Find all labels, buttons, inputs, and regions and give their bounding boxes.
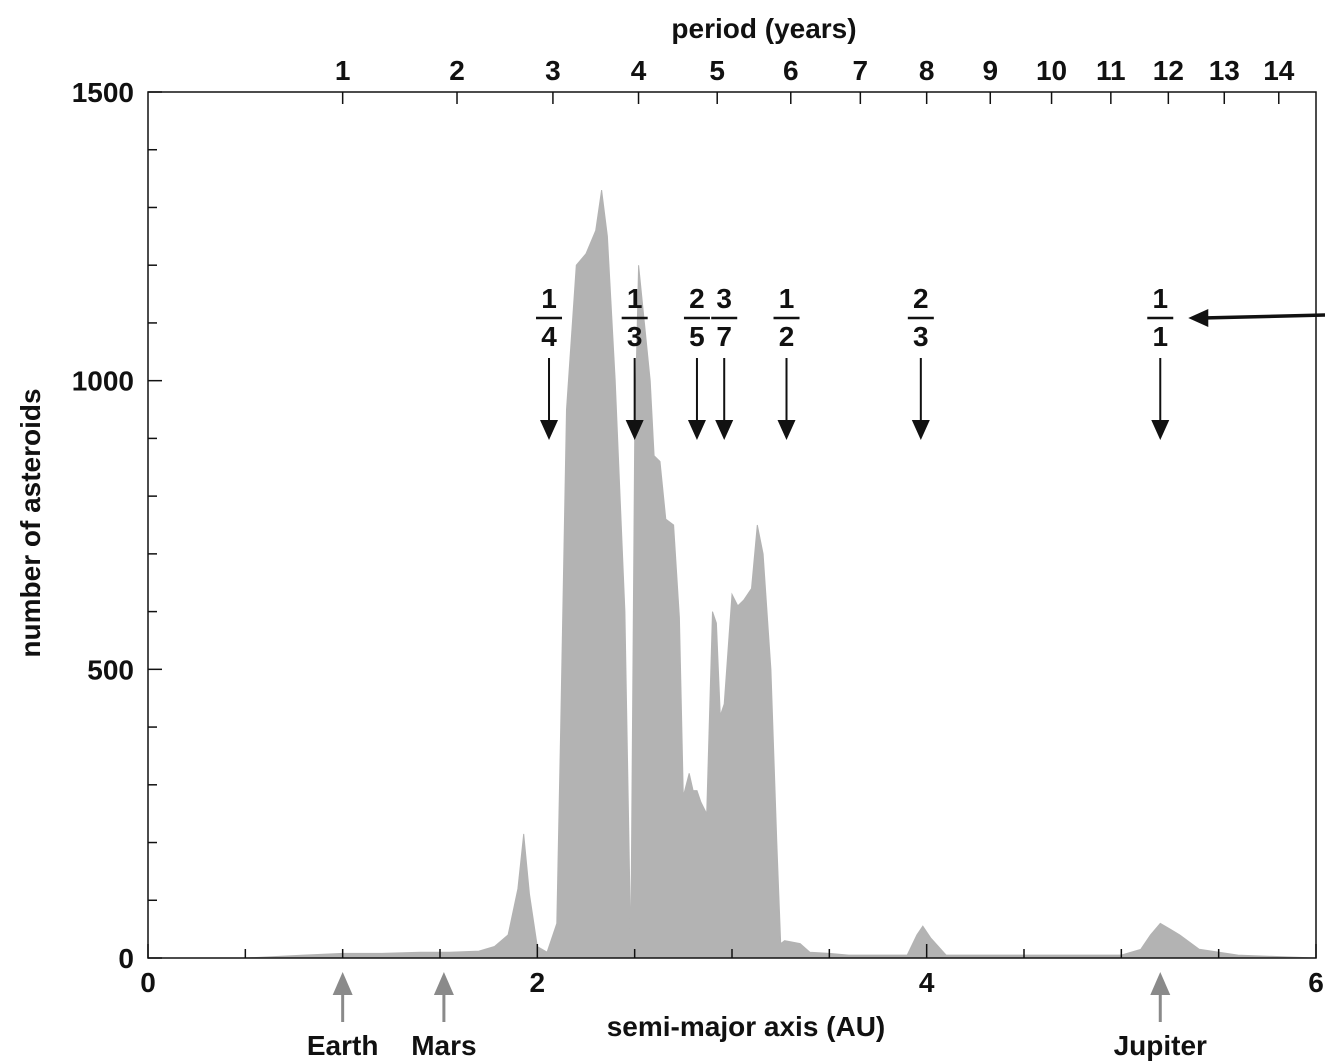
y-tick-label: 500	[87, 654, 134, 685]
jupiter-resonance-pointer-arrow	[1188, 309, 1325, 327]
pointer-arrow-shaft	[1202, 313, 1325, 320]
period-tick-label: 13	[1209, 55, 1240, 86]
resonance-denominator: 3	[627, 321, 643, 352]
y-axis-ticks: 0 500 1000 1500	[72, 77, 162, 974]
resonance-numerator: 1	[779, 283, 795, 314]
planet-arrow-head	[1150, 972, 1171, 995]
planet-jupiter: Jupiter	[1114, 972, 1207, 1061]
period-tick-label: 3	[545, 55, 561, 86]
resonance-1-2: 12	[773, 283, 800, 440]
planet-label: Mars	[411, 1030, 476, 1061]
resonance-arrow-head	[687, 420, 706, 440]
resonance-3-7: 37	[711, 283, 738, 440]
planet-mars: Mars	[411, 972, 477, 1061]
period-tick-label: 9	[982, 55, 998, 86]
pointer-arrow-head	[1188, 309, 1209, 327]
resonance-numerator: 1	[541, 283, 557, 314]
period-axis-ticks: 1 2 3 4 5 6 7 8 9 10 11 12 13 14	[335, 55, 1295, 104]
resonance-arrow-head	[911, 420, 930, 440]
period-tick-label: 4	[631, 55, 647, 86]
period-tick-label: 10	[1036, 55, 1067, 86]
resonance-denominator: 2	[779, 321, 795, 352]
x-tick-label: 2	[530, 967, 546, 998]
resonance-numerator: 2	[913, 283, 929, 314]
resonance-numerator: 3	[716, 283, 732, 314]
resonance-denominator: 3	[913, 321, 929, 352]
resonance-2-5: 25	[683, 283, 710, 440]
period-tick-label: 14	[1263, 55, 1295, 86]
planet-markers: Earth Mars Jupiter	[307, 972, 1207, 1061]
resonance-1-3: 13	[621, 283, 648, 440]
resonance-numerator: 1	[1152, 283, 1168, 314]
period-tick-label: 1	[335, 55, 351, 86]
period-tick-label: 11	[1096, 55, 1126, 86]
period-tick-label: 2	[449, 55, 465, 86]
resonance-denominator: 4	[541, 321, 557, 352]
period-tick-label: 12	[1153, 55, 1184, 86]
resonance-arrow-head	[1151, 420, 1170, 440]
resonance-1-1: 11	[1147, 283, 1174, 440]
resonance-1-4: 14	[536, 283, 563, 440]
resonance-numerator: 1	[627, 283, 643, 314]
period-tick-label: 5	[709, 55, 725, 86]
period-axis-label: period (years)	[671, 13, 856, 44]
y-tick-label: 1000	[72, 366, 134, 397]
y-axis-label: number of asteroids	[15, 388, 46, 657]
resonance-numerator: 2	[689, 283, 705, 314]
resonance-arrow-head	[715, 420, 734, 440]
resonance-denominator: 5	[689, 321, 705, 352]
x-tick-label: 4	[919, 967, 935, 998]
y-tick-label: 1500	[72, 77, 134, 108]
plot-area	[147, 91, 1317, 959]
x-axis-label: semi-major axis (AU)	[607, 1011, 886, 1042]
resonance-2-3: 23	[907, 283, 934, 440]
period-tick-label: 7	[853, 55, 869, 86]
resonance-denominator: 1	[1152, 321, 1168, 352]
y-tick-label: 0	[118, 943, 134, 974]
period-tick-label: 8	[919, 55, 935, 86]
planet-arrow-head	[332, 972, 353, 995]
x-tick-label: 6	[1308, 967, 1324, 998]
asteroid-distribution-area	[245, 190, 1317, 959]
resonance-arrow-head	[625, 420, 644, 440]
resonance-arrow-head	[540, 420, 559, 440]
x-axis-ticks: 0 2 4 6	[140, 944, 1324, 998]
x-tick-label: 0	[140, 967, 156, 998]
resonance-denominator: 7	[716, 321, 732, 352]
planet-label: Jupiter	[1114, 1030, 1207, 1061]
planet-arrow-head	[433, 972, 454, 995]
period-tick-label: 6	[783, 55, 799, 86]
planet-label: Earth	[307, 1030, 379, 1061]
resonance-arrow-head	[777, 420, 796, 440]
planet-earth: Earth	[307, 972, 379, 1061]
